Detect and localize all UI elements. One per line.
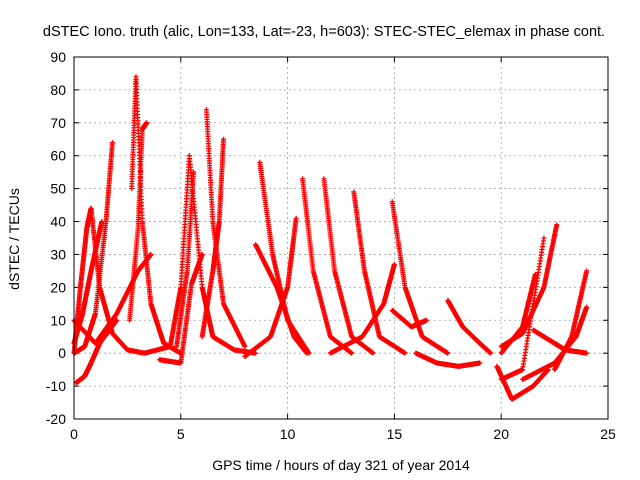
x-tick-label: 10 — [280, 426, 296, 442]
series-arc-03 — [71, 140, 115, 356]
series-arc-04 — [73, 317, 120, 386]
plot-frame — [73, 56, 609, 420]
data-point-marker — [541, 235, 547, 241]
series-arc-01 — [71, 205, 94, 356]
data-point-marker — [114, 317, 120, 323]
series-arc-08 — [71, 251, 154, 346]
series-arc-23 — [389, 307, 429, 330]
y-tick-label: 0 — [58, 345, 66, 361]
x-axis-label: GPS time / hours of day 321 of year 2014 — [212, 457, 470, 473]
data-point-marker — [144, 120, 150, 126]
y-tick-label: 50 — [50, 181, 66, 197]
y-tick-label: 40 — [50, 214, 66, 230]
chart-title: dSTEC Iono. truth (alic, Lon=133, Lat=-2… — [43, 24, 605, 40]
series-arc-30 — [530, 327, 590, 356]
x-tick-label: 5 — [177, 426, 185, 442]
x-tick-label: 15 — [387, 426, 403, 442]
y-tick-label: 20 — [50, 279, 66, 295]
grid-lines — [74, 57, 608, 419]
y-tick-label: 90 — [50, 49, 66, 65]
y-axis-label: dSTEC / TECUs — [6, 188, 22, 290]
series-arc-29 — [498, 235, 547, 383]
series-arc-02 — [88, 205, 147, 356]
y-tick-label: 70 — [50, 115, 66, 131]
y-tick-label: -10 — [46, 378, 66, 394]
y-tick-label: 30 — [50, 246, 66, 262]
y-tick-label: 10 — [50, 312, 66, 328]
x-tick-label: 25 — [600, 426, 616, 442]
y-tick-label: -20 — [46, 411, 66, 427]
data-point-marker — [109, 140, 115, 146]
x-tick-label: 20 — [493, 426, 509, 442]
axis-ticks: 0 5 10 15 20 25 -20 -10 0 10 20 30 40 50 60 70 80 90 — [46, 49, 616, 442]
data-point-marker — [99, 219, 105, 225]
data-series — [71, 74, 590, 402]
series-arc-05 — [71, 219, 105, 346]
series-arc-25 — [445, 298, 494, 356]
y-tick-label: 80 — [50, 82, 66, 98]
series-arc-20 — [351, 189, 408, 356]
series-arc-21 — [389, 199, 451, 356]
y-tick-label: 60 — [50, 148, 66, 164]
x-tick-label: 0 — [70, 426, 78, 442]
